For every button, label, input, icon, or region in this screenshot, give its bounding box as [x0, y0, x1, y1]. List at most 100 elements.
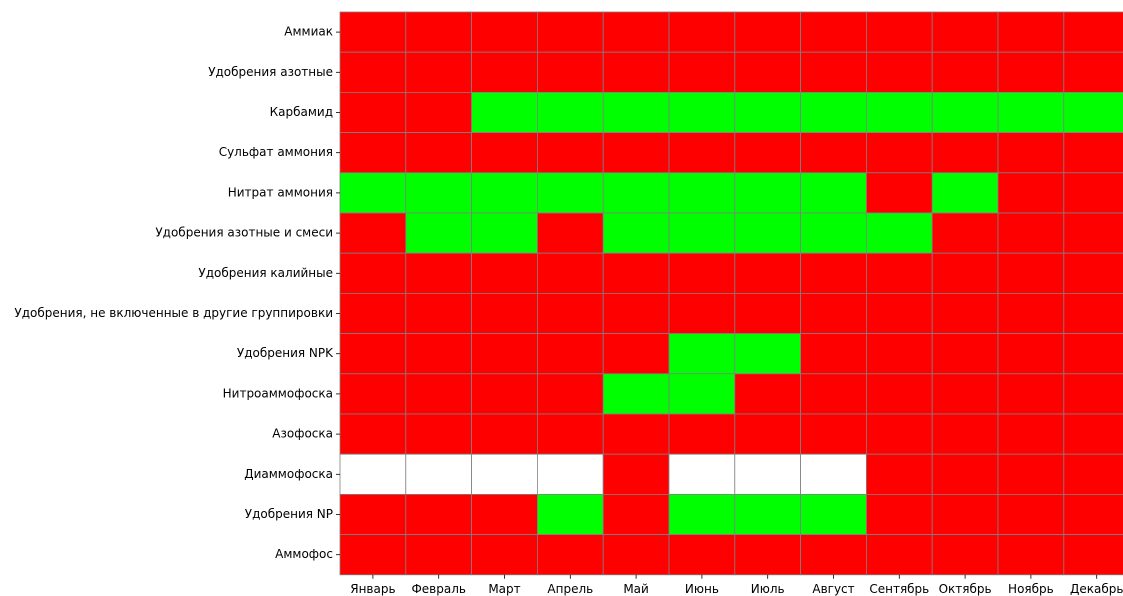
heatmap-cell	[405, 172, 472, 214]
heatmap-cell	[931, 333, 999, 375]
row-label: Удобрения азотные и смеси	[155, 226, 333, 240]
heatmap-cell	[734, 292, 801, 334]
heatmap-cell	[471, 132, 538, 174]
heatmap-cell	[800, 51, 867, 93]
heatmap-cell	[800, 373, 867, 415]
heatmap-cell	[405, 333, 472, 375]
heatmap-cell	[734, 51, 801, 93]
heatmap-cell	[602, 453, 670, 495]
heatmap-cell	[339, 453, 407, 495]
heatmap-cell	[668, 333, 736, 375]
heatmap-cell	[471, 493, 538, 535]
heatmap-cell	[405, 51, 472, 93]
heatmap-cell	[800, 292, 867, 334]
heatmap-cell	[997, 413, 1065, 455]
heatmap-cell	[931, 172, 999, 214]
heatmap-cell	[405, 212, 472, 254]
column-label: Август	[812, 582, 854, 596]
heatmap-cell	[339, 534, 407, 576]
heatmap-cell	[734, 413, 801, 455]
heatmap-cell	[471, 292, 538, 334]
heatmap-cell	[471, 51, 538, 93]
row-label: Карбамид	[270, 105, 333, 119]
heatmap-cell	[537, 252, 604, 294]
heatmap-cell	[734, 172, 801, 214]
row-label: Удобрения NPK	[237, 346, 334, 360]
row-label: Аммиак	[284, 25, 333, 39]
column-label: Декабрь	[1070, 582, 1123, 596]
row-label: Удобрения калийные	[198, 266, 333, 280]
heatmap-cell	[866, 333, 933, 375]
heatmap-cell	[931, 132, 999, 174]
heatmap-cell	[602, 212, 670, 254]
heatmap-cell	[866, 92, 933, 134]
row-label: Азофоска	[272, 427, 333, 441]
heatmap-cell	[866, 252, 933, 294]
heatmap-cell	[800, 493, 867, 535]
heatmap-cell	[602, 534, 670, 576]
heatmap-cell	[866, 493, 933, 535]
heatmap-cell	[1063, 212, 1123, 254]
heatmap-cell	[602, 51, 670, 93]
heatmap-cell	[1063, 11, 1123, 53]
heatmap-cell	[931, 534, 999, 576]
heatmap-cell	[405, 92, 472, 134]
heatmap-cells	[339, 11, 1123, 576]
heatmap-cell	[405, 493, 472, 535]
heatmap-cell	[931, 373, 999, 415]
heatmap-cell	[734, 252, 801, 294]
heatmap-cell	[602, 132, 670, 174]
heatmap-cell	[668, 292, 736, 334]
heatmap-cell	[405, 132, 472, 174]
heatmap-cell	[537, 51, 604, 93]
heatmap-cell	[800, 172, 867, 214]
heatmap-cell	[800, 453, 867, 495]
column-label: Март	[488, 582, 520, 596]
heatmap-cell	[1063, 92, 1123, 134]
heatmap-cell	[1063, 292, 1123, 334]
heatmap-cell	[997, 11, 1065, 53]
heatmap-cell	[668, 92, 736, 134]
column-label: Май	[623, 582, 649, 596]
heatmap-cell	[668, 413, 736, 455]
row-label: Нитроаммофоска	[223, 386, 333, 400]
heatmap-cell	[405, 413, 472, 455]
heatmap-cell	[1063, 413, 1123, 455]
heatmap-cell	[734, 453, 801, 495]
heatmap-cell	[866, 453, 933, 495]
heatmap-cell	[602, 252, 670, 294]
heatmap-cell	[866, 11, 933, 53]
heatmap-cell	[866, 51, 933, 93]
heatmap-cell	[997, 333, 1065, 375]
heatmap-cell	[931, 493, 999, 535]
column-label: Октябрь	[939, 582, 992, 596]
heatmap-cell	[471, 11, 538, 53]
heatmap-cell	[1063, 132, 1123, 174]
heatmap-cell	[537, 333, 604, 375]
heatmap-cell	[1063, 333, 1123, 375]
heatmap-cell	[537, 493, 604, 535]
heatmap-cell	[339, 172, 407, 214]
heatmap-cell	[800, 92, 867, 134]
heatmap-cell	[734, 493, 801, 535]
heatmap-cell	[931, 11, 999, 53]
heatmap-cell	[997, 212, 1065, 254]
heatmap-cell	[997, 453, 1065, 495]
heatmap-cell	[1063, 453, 1123, 495]
heatmap-cell	[931, 92, 999, 134]
heatmap-cell	[602, 11, 670, 53]
heatmap-cell	[471, 92, 538, 134]
heatmap-cell	[339, 333, 407, 375]
heatmap-cell	[405, 534, 472, 576]
heatmap-cell	[866, 132, 933, 174]
heatmap-cell	[800, 11, 867, 53]
heatmap-cell	[997, 493, 1065, 535]
heatmap-cell	[866, 292, 933, 334]
heatmap-cell	[537, 11, 604, 53]
heatmap-cell	[668, 172, 736, 214]
heatmap-cell	[800, 534, 867, 576]
heatmap-cell	[537, 373, 604, 415]
column-label: Сентябрь	[869, 582, 929, 596]
heatmap-cell	[405, 453, 472, 495]
heatmap-cell	[537, 453, 604, 495]
